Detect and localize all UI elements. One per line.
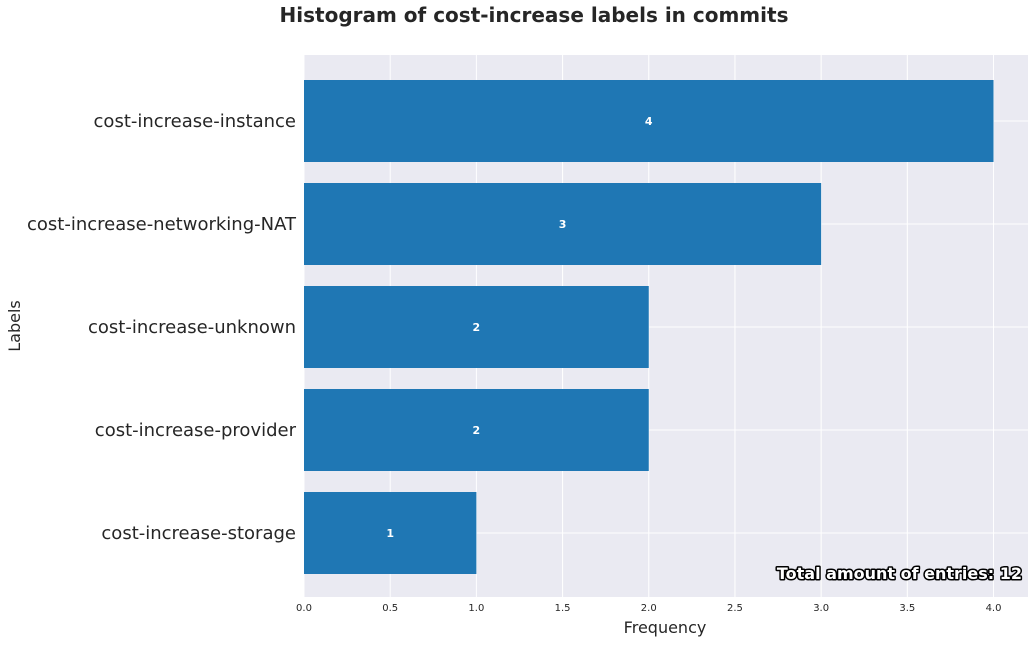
bars [304, 80, 994, 574]
x-tick-label: 2.0 [641, 603, 657, 614]
total-entries-annotation: Total amount of entries: 12 [777, 564, 1022, 583]
x-tick-labels: 0.0 0.5 1.0 1.5 2.0 2.5 3.0 3.5 4.0 [296, 603, 1001, 614]
x-tick-label: 1.5 [555, 603, 571, 614]
bar-cost-increase-instance [304, 80, 994, 162]
category-label: cost-increase-storage [101, 523, 296, 544]
category-label: cost-increase-instance [94, 111, 296, 132]
category-label: cost-increase-unknown [88, 317, 296, 338]
category-labels: cost-increase-instance cost-increase-netw… [27, 111, 297, 544]
x-tick-label: 1.0 [468, 603, 484, 614]
x-tick-label: 0.0 [296, 603, 312, 614]
x-axis-label: Frequency [624, 618, 707, 637]
bar-value-label: 2 [473, 424, 481, 437]
bar-cost-increase-networking-NAT [304, 183, 822, 265]
bar-cost-increase-storage [304, 492, 477, 574]
x-tick-label: 0.5 [382, 603, 398, 614]
bar-value-label: 1 [386, 527, 394, 540]
bar-value-label: 4 [645, 115, 653, 128]
x-tick-label: 3.5 [899, 603, 915, 614]
bar-value-label: 3 [559, 218, 567, 231]
x-tick-label: 4.0 [986, 603, 1002, 614]
x-tick-label: 2.5 [727, 603, 743, 614]
category-label: cost-increase-networking-NAT [27, 214, 297, 235]
bar-cost-increase-provider [304, 389, 649, 471]
category-label: cost-increase-provider [95, 420, 297, 441]
y-axis-label: Labels [5, 300, 24, 352]
bar-value-label: 2 [473, 321, 481, 334]
bar-cost-increase-unknown [304, 286, 649, 368]
x-tick-label: 3.0 [813, 603, 829, 614]
bar-value-labels: 4 3 2 2 1 [386, 115, 653, 540]
chart-title: Histogram of cost-increase labels in com… [280, 3, 789, 27]
